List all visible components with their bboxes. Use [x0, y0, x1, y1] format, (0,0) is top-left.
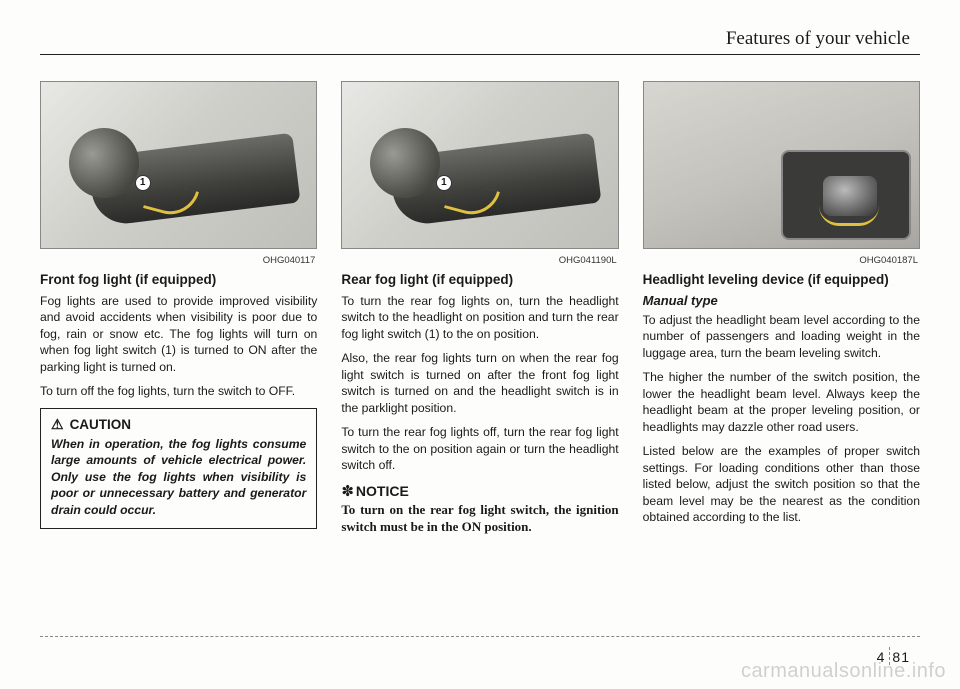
heading-front-fog: Front fog light (if equipped): [40, 272, 317, 287]
subheading-manual-type: Manual type: [643, 293, 920, 308]
notice-star-icon: ✽: [341, 483, 354, 500]
body-text: Also, the rear fog lights turn on when t…: [341, 350, 618, 416]
figure-headlight-leveling: [643, 81, 920, 249]
column-left: 1 OHG040117 Front fog light (if equipped…: [40, 81, 317, 535]
heading-rear-fog: Rear fog light (if equipped): [341, 272, 618, 287]
footer-rule: [40, 636, 920, 637]
body-text: To turn off the fog lights, turn the swi…: [40, 383, 317, 399]
heading-headlight-leveling: Headlight leveling device (if equipped): [643, 272, 920, 287]
body-text: To turn the rear fog lights on, turn the…: [341, 293, 618, 342]
body-text: The higher the number of the switch posi…: [643, 369, 920, 435]
notice-body: To turn on the rear fog light switch, th…: [341, 502, 618, 536]
body-text: Fog lights are used to provide improved …: [40, 293, 317, 375]
header-rule: [40, 54, 920, 55]
caution-body: When in operation, the fog lights consum…: [51, 436, 306, 518]
warning-triangle-icon: ⚠: [51, 417, 64, 431]
body-text: To turn the rear fog lights off, turn th…: [341, 424, 618, 473]
figure-front-fog-switch: 1: [40, 81, 317, 249]
content-columns: 1 OHG040117 Front fog light (if equipped…: [40, 81, 920, 535]
figure-code: OHG040117: [40, 255, 317, 266]
notice-label: NOTICE: [356, 483, 409, 499]
watermark: carmanualsonline.info: [741, 660, 946, 683]
body-text: Listed below are the examples of proper …: [643, 443, 920, 525]
figure-rear-fog-switch: 1: [341, 81, 618, 249]
figure-code: OHG040187L: [643, 255, 920, 266]
body-text: To adjust the headlight beam level accor…: [643, 312, 920, 361]
column-right: OHG040187L Headlight leveling device (if…: [643, 81, 920, 535]
caution-label: CAUTION: [70, 417, 132, 432]
figure-code: OHG041190L: [341, 255, 618, 266]
manual-page: Features of your vehicle 1 OHG040117 Fro…: [0, 0, 960, 689]
caution-box: ⚠ CAUTION When in operation, the fog lig…: [40, 408, 317, 529]
chapter-title: Features of your vehicle: [40, 28, 920, 50]
notice-title: ✽NOTICE: [341, 482, 618, 500]
caution-title: ⚠ CAUTION: [51, 417, 306, 432]
column-middle: 1 OHG041190L Rear fog light (if equipped…: [341, 81, 618, 535]
